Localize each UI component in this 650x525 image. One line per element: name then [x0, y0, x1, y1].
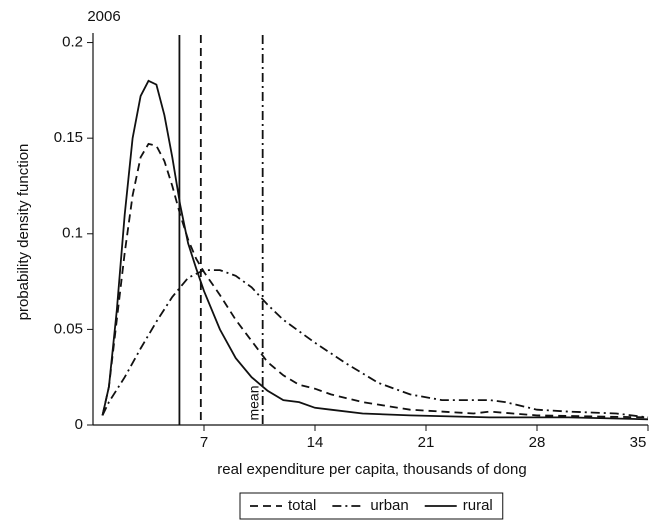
y-tick-label: 0.15	[54, 129, 83, 146]
legend-box	[239, 492, 504, 520]
density-line	[101, 269, 649, 419]
legend-label: rural	[463, 497, 493, 514]
x-tick-label: 14	[307, 434, 324, 451]
y-tick-label: 0.1	[62, 225, 83, 242]
legend: total urban rural	[239, 492, 504, 520]
annotation: mean	[245, 385, 261, 420]
x-tick-label: 35	[630, 434, 647, 451]
legend-label: urban	[370, 497, 408, 514]
density-line	[101, 79, 649, 421]
y-tick-label: 0.2	[62, 34, 83, 51]
y-tick-label: 0	[75, 416, 83, 433]
y-tick-label: 0.05	[54, 320, 83, 337]
density-line	[101, 142, 649, 419]
x-tick-label: 7	[200, 434, 208, 451]
chart-title: 2006	[87, 8, 120, 25]
x-tick-label: 21	[418, 434, 435, 451]
x-axis-label: real expenditure per capita, thousands o…	[217, 461, 526, 478]
legend-label: total	[288, 497, 316, 514]
x-tick-label: 28	[529, 434, 546, 451]
y-axis-label: probability density function	[15, 144, 32, 321]
